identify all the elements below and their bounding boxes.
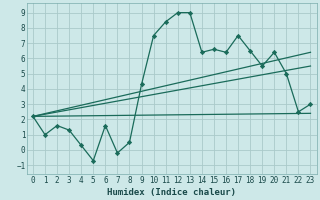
X-axis label: Humidex (Indice chaleur): Humidex (Indice chaleur): [107, 188, 236, 197]
